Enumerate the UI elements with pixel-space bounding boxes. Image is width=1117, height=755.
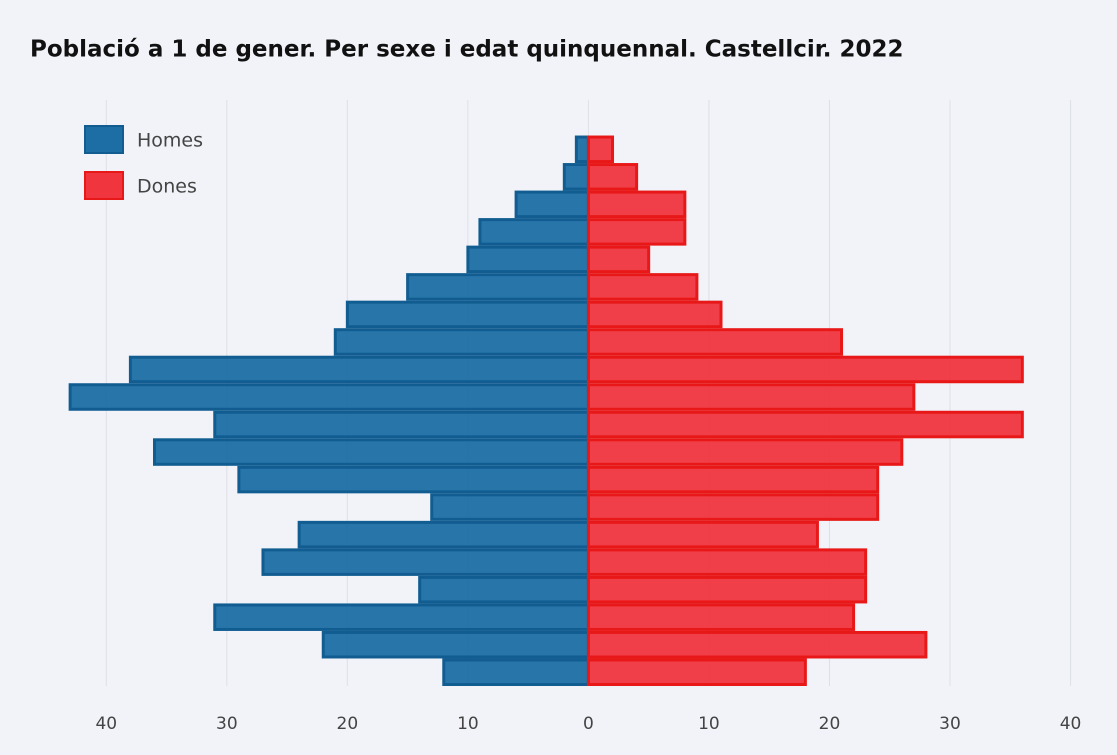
- bar: [586, 658, 807, 687]
- bar: [213, 410, 590, 439]
- bar: [586, 548, 868, 576]
- bar: [128, 355, 590, 384]
- legend-swatch: [84, 171, 124, 200]
- bar: [68, 383, 590, 411]
- bar: [430, 493, 590, 521]
- bar: [586, 163, 639, 191]
- bar: [586, 603, 856, 631]
- bar: [586, 465, 880, 494]
- bar: [562, 163, 590, 191]
- x-tick-label: 30: [939, 714, 961, 734]
- bar: [586, 273, 699, 301]
- bar: [466, 245, 590, 274]
- x-tick-label: 20: [819, 714, 841, 734]
- bar: [406, 273, 590, 301]
- bar: [237, 465, 590, 494]
- bar: [574, 135, 590, 164]
- x-tick-label: 40: [95, 714, 117, 734]
- bar: [586, 218, 687, 246]
- bar: [586, 300, 723, 329]
- x-tick-label: 0: [583, 714, 594, 734]
- bar: [321, 630, 590, 659]
- x-tick-label: 30: [216, 714, 238, 734]
- bar: [442, 658, 590, 687]
- bar: [586, 328, 844, 356]
- legend-label: Homes: [137, 130, 203, 152]
- chart-title: Població a 1 de gener. Per sexe i edat q…: [30, 37, 904, 63]
- x-tick-label: 40: [1060, 714, 1082, 734]
- bar: [586, 438, 904, 466]
- bar: [586, 190, 687, 219]
- legend-label: Dones: [137, 176, 197, 198]
- bar: [586, 410, 1024, 439]
- bar: [153, 438, 590, 466]
- bar: [345, 300, 590, 329]
- bar: [586, 355, 1024, 384]
- bar: [586, 245, 651, 274]
- x-tick-label: 10: [698, 714, 720, 734]
- x-tick-label: 20: [337, 714, 359, 734]
- bar: [514, 190, 590, 219]
- bar: [333, 328, 590, 356]
- bar: [418, 575, 590, 604]
- bar: [213, 603, 590, 631]
- bar: [586, 493, 880, 521]
- bar: [261, 548, 590, 576]
- bar: [586, 575, 868, 604]
- bar: [586, 135, 615, 164]
- bar: [478, 218, 590, 246]
- legend-swatch: [84, 125, 124, 154]
- bar: [586, 383, 916, 411]
- bar: [586, 630, 928, 659]
- x-tick-label: 10: [457, 714, 479, 734]
- bar: [297, 520, 590, 549]
- bar: [586, 520, 819, 549]
